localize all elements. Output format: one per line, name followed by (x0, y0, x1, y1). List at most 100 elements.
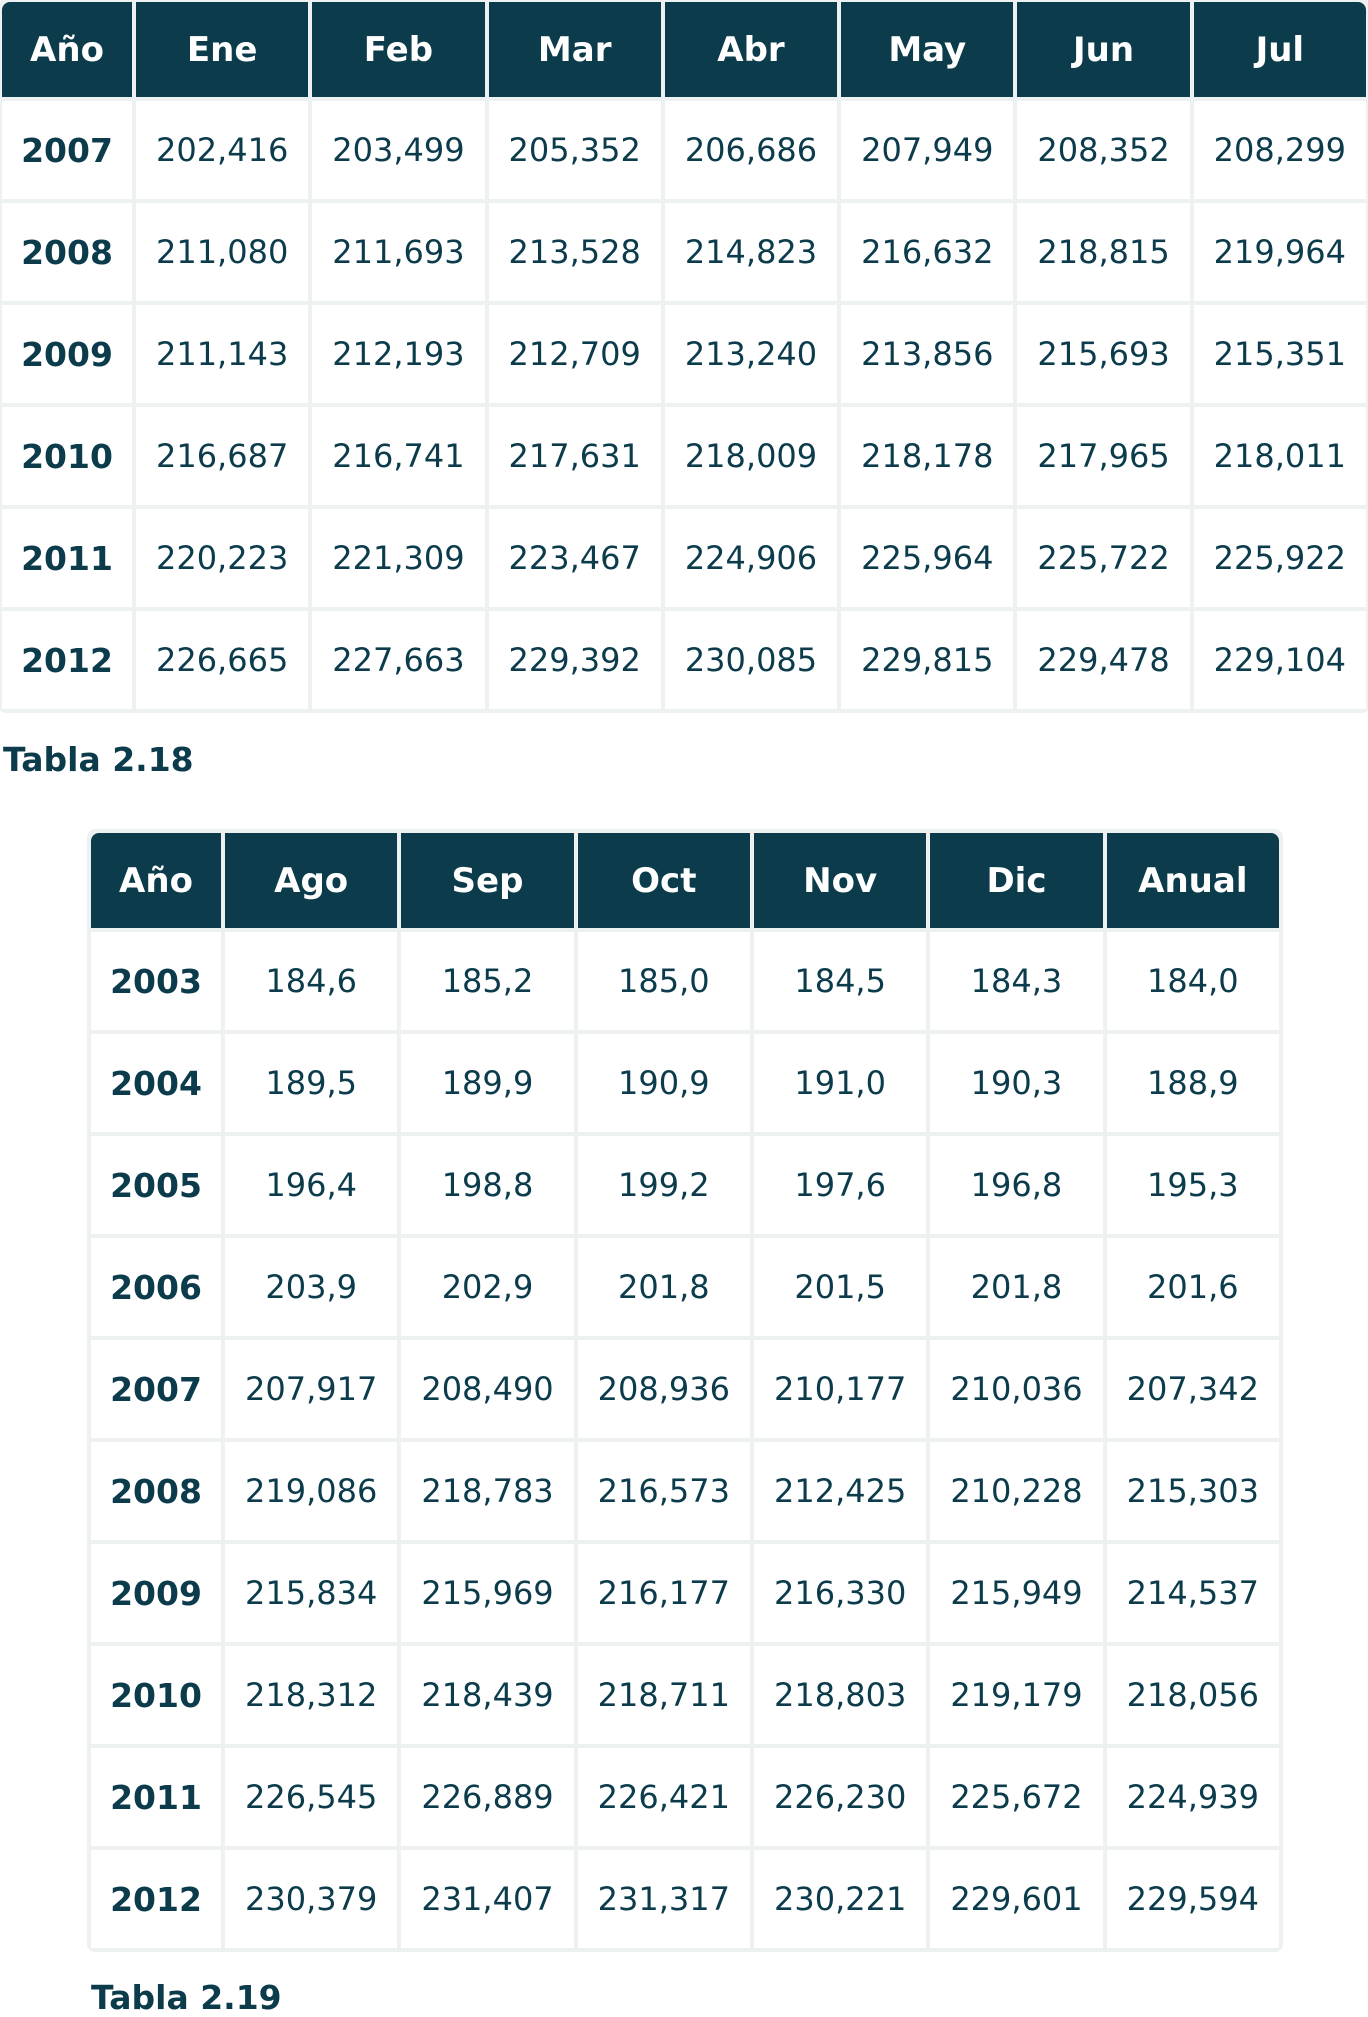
table-cell: 215,303 (1106, 1442, 1279, 1540)
table-cell: 201,8 (577, 1238, 750, 1336)
table-cell: 220,223 (136, 509, 309, 607)
table-cell: 184,0 (1106, 932, 1279, 1030)
table-cell: 188,9 (1106, 1034, 1279, 1132)
table-cell: 215,834 (225, 1544, 398, 1642)
table-cell: 216,330 (753, 1544, 927, 1642)
table-cell: 211,143 (136, 305, 309, 403)
row-year-cell: 2007 (2, 101, 132, 199)
table-cell: 218,056 (1106, 1646, 1279, 1744)
table-cell: 207,949 (841, 101, 1014, 199)
table-cell: 215,969 (401, 1544, 574, 1642)
column-header: Anual (1106, 833, 1279, 928)
table-cell: 219,964 (1193, 203, 1366, 301)
table-cell: 207,917 (225, 1340, 398, 1438)
table-cell: 208,490 (401, 1340, 574, 1438)
row-year-cell: 2004 (91, 1034, 221, 1132)
column-header: Abr (664, 2, 838, 97)
table-cell: 196,8 (930, 1136, 1103, 1234)
table-cell: 229,601 (930, 1850, 1103, 1948)
table-2-18: Año Ene Feb Mar Abr May Jun Jul 2007 202,… (0, 0, 1368, 713)
table-cell: 190,9 (577, 1034, 750, 1132)
column-header: Oct (577, 833, 750, 928)
column-header-year: Año (91, 833, 221, 928)
column-header: Dic (930, 833, 1103, 928)
table-cell: 225,672 (930, 1748, 1103, 1846)
table-cell: 226,230 (753, 1748, 927, 1846)
table-cell: 202,9 (401, 1238, 574, 1336)
table-cell: 203,9 (225, 1238, 398, 1336)
table-caption: Tabla 2.18 (3, 740, 194, 779)
table-cell: 221,309 (312, 509, 485, 607)
table-cell: 219,086 (225, 1442, 398, 1540)
row-year-cell: 2003 (91, 932, 221, 1030)
table-cell: 184,5 (753, 932, 927, 1030)
table-cell: 229,478 (1017, 611, 1190, 709)
column-header: Nov (753, 833, 927, 928)
table-cell: 189,9 (401, 1034, 574, 1132)
table-cell: 216,687 (136, 407, 309, 505)
table-cell: 218,312 (225, 1646, 398, 1744)
table-cell: 196,4 (225, 1136, 398, 1234)
row-year-cell: 2006 (91, 1238, 221, 1336)
table-cell: 214,823 (664, 203, 838, 301)
table-cell: 197,6 (753, 1136, 927, 1234)
table-cell: 225,922 (1193, 509, 1366, 607)
column-header-year: Año (2, 2, 132, 97)
table-row: 2009 211,143 212,193 212,709 213,240 213,856 2… (2, 305, 1366, 403)
table-cell: 199,2 (577, 1136, 750, 1234)
row-year-cell: 2008 (91, 1442, 221, 1540)
table-cell: 218,711 (577, 1646, 750, 1744)
column-header: May (841, 2, 1014, 97)
table-cell: 229,104 (1193, 611, 1366, 709)
table-row: 2012 226,665 227,663 229,392 230,085 229,815 2… (2, 611, 1366, 709)
table-cell: 213,528 (488, 203, 661, 301)
table-cell: 208,299 (1193, 101, 1366, 199)
table-cell: 216,177 (577, 1544, 750, 1642)
table-row: 2004 189,5 189,9 190,9 191,0 190,3 188,9 (91, 1034, 1279, 1132)
table-cell: 189,5 (225, 1034, 398, 1132)
table-cell: 216,632 (841, 203, 1014, 301)
table-cell: 218,178 (841, 407, 1014, 505)
data-table: Año Ene Feb Mar Abr May Jun Jul 2007 202,… (0, 0, 1368, 713)
table-cell: 184,3 (930, 932, 1103, 1030)
table-cell: 218,815 (1017, 203, 1190, 301)
table-header-row: Año Ene Feb Mar Abr May Jun Jul (2, 2, 1366, 97)
table-row: 2008 211,080 211,693 213,528 214,823 216,632 2… (2, 203, 1366, 301)
table-cell: 185,2 (401, 932, 574, 1030)
table-row: 2010 216,687 216,741 217,631 218,009 218,178 2… (2, 407, 1366, 505)
row-year-cell: 2010 (91, 1646, 221, 1744)
table-cell: 210,177 (753, 1340, 927, 1438)
table-cell: 206,686 (664, 101, 838, 199)
table-cell: 218,439 (401, 1646, 574, 1744)
table-cell: 223,467 (488, 509, 661, 607)
table-cell: 227,663 (312, 611, 485, 709)
table-cell: 203,499 (312, 101, 485, 199)
table-cell: 216,573 (577, 1442, 750, 1540)
table-cell: 226,421 (577, 1748, 750, 1846)
column-header: Feb (312, 2, 485, 97)
table-row: 2011 220,223 221,309 223,467 224,906 225,964 2… (2, 509, 1366, 607)
table-cell: 184,6 (225, 932, 398, 1030)
table-cell: 217,965 (1017, 407, 1190, 505)
table-cell: 213,856 (841, 305, 1014, 403)
table-cell: 191,0 (753, 1034, 927, 1132)
table-row: 2003 184,6 185,2 185,0 184,5 184,3 184,0 (91, 932, 1279, 1030)
row-year-cell: 2007 (91, 1340, 221, 1438)
table-cell: 212,193 (312, 305, 485, 403)
row-year-cell: 2012 (91, 1850, 221, 1948)
table-cell: 229,594 (1106, 1850, 1279, 1948)
table-cell: 195,3 (1106, 1136, 1279, 1234)
table-cell: 230,379 (225, 1850, 398, 1948)
table-cell: 218,011 (1193, 407, 1366, 505)
table-cell: 213,240 (664, 305, 838, 403)
row-year-cell: 2010 (2, 407, 132, 505)
table-row: 2007 202,416 203,499 205,352 206,686 207,949 2… (2, 101, 1366, 199)
table-cell: 208,352 (1017, 101, 1190, 199)
column-header: Sep (401, 833, 574, 928)
table-cell: 207,342 (1106, 1340, 1279, 1438)
table-cell: 201,8 (930, 1238, 1103, 1336)
table-row: 2006 203,9 202,9 201,8 201,5 201,8 201,6 (91, 1238, 1279, 1336)
row-year-cell: 2011 (91, 1748, 221, 1846)
table-cell: 202,416 (136, 101, 309, 199)
table-cell: 219,179 (930, 1646, 1103, 1744)
